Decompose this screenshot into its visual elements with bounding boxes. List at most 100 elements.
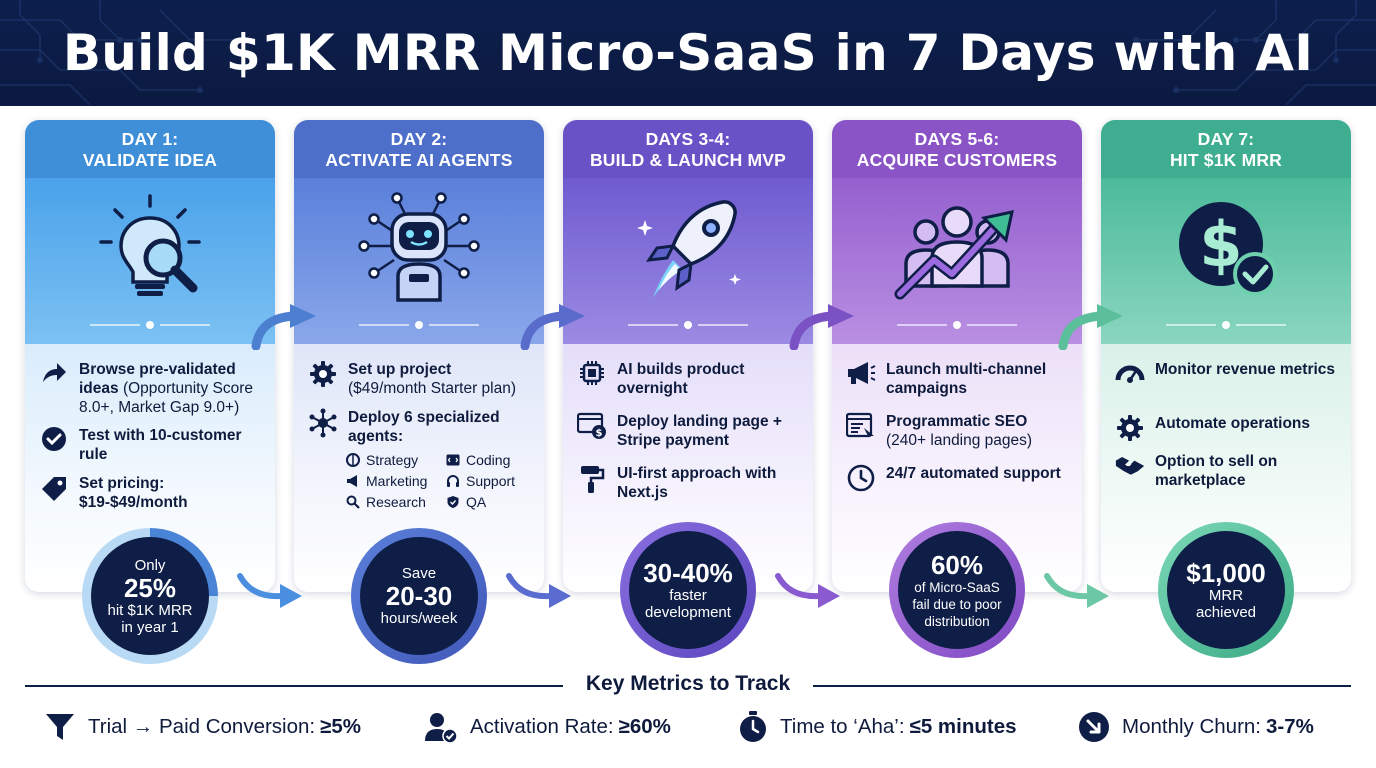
metric-value: ≤5 minutes xyxy=(909,715,1017,738)
stopwatch-icon xyxy=(740,711,766,742)
card-day-label: DAYS 5-6: xyxy=(914,129,1000,149)
metric-activation-rate: Activation Rate: ≥60% xyxy=(424,707,671,747)
badge-value: 25% xyxy=(123,572,177,603)
badge-line: hit $1K MRR xyxy=(107,601,193,619)
lightbulb-magnifier-icon xyxy=(99,194,201,296)
badge-line: faster xyxy=(669,587,707,604)
flow-arrow-icon xyxy=(251,304,316,350)
handshake-icon xyxy=(1115,452,1145,480)
user-check-icon xyxy=(425,713,458,743)
search-icon xyxy=(346,495,360,509)
card-header: DAYS 3-4: BUILD & LAUNCH MVP xyxy=(563,120,813,178)
list-item: UI-first approach with Next.js xyxy=(577,464,805,502)
divider-dot xyxy=(628,321,748,329)
metric-value: ≥5% xyxy=(320,715,361,738)
brain-icon xyxy=(346,453,360,467)
flow-arrow-icon xyxy=(506,573,571,608)
paint-roller-icon xyxy=(577,464,607,493)
metric-label: Monthly Churn: xyxy=(1122,715,1262,738)
card-step-title: ACTIVATE AI AGENTS xyxy=(325,150,513,170)
gauge-icon xyxy=(1115,360,1145,388)
flow-arrow-icon xyxy=(775,573,840,608)
card-header: DAY 7: HIT $1K MRR xyxy=(1101,120,1351,178)
item-title: Set pricing: $19-$49/month xyxy=(79,475,188,511)
item-detail: (240+ landing pages) xyxy=(886,432,1033,449)
chip-icon xyxy=(577,360,607,388)
flow-arrow-icon xyxy=(520,304,585,350)
badge-line: Save xyxy=(401,565,437,582)
metric-time-to-aha: Time to ‘Aha’: ≤5 minutes xyxy=(738,707,1017,747)
item-title: Browse pre-validated ideas xyxy=(79,361,236,397)
day-1-card: DAY 1: VALIDATE IDEA Browse pre-validate… xyxy=(25,120,275,592)
metric-value: 3-7% xyxy=(1266,715,1314,738)
flow-arrow-icon xyxy=(1058,304,1123,350)
item-title: 24/7 automated support xyxy=(886,465,1061,482)
rocket-icon xyxy=(637,200,741,298)
item-title: Launch multi-channel campaigns xyxy=(886,361,1047,397)
item-title: Monitor revenue metrics xyxy=(1155,361,1336,378)
stat-badge: $1,000 MRR achieved xyxy=(1158,522,1294,658)
item-title: Deploy 6 specialized agents: xyxy=(348,409,500,445)
card-step-title: HIT $1K MRR xyxy=(1169,150,1283,170)
megaphone-icon xyxy=(347,475,357,487)
code-icon xyxy=(446,454,460,466)
card-step-title: ACQUIRE CUSTOMERS xyxy=(856,150,1058,170)
group-growth-icon xyxy=(894,206,1014,300)
flow-arrow-icon xyxy=(237,573,302,608)
gear-icon xyxy=(1115,414,1145,442)
agent-research: Research xyxy=(346,493,446,511)
list-item: $ Deploy landing page + Stripe payment xyxy=(577,412,805,450)
list-item: Monitor revenue metrics xyxy=(1115,360,1343,388)
card-illustration xyxy=(25,178,275,344)
price-tag-icon xyxy=(39,474,69,502)
svg-text:$: $ xyxy=(596,428,603,439)
agent-coding: Coding xyxy=(446,451,536,469)
item-title: Automate operations xyxy=(1155,415,1311,432)
badge-value: $1,000 xyxy=(1186,558,1266,588)
badge-line: development xyxy=(645,604,731,621)
badge-line: hours/week xyxy=(380,610,458,627)
agent-support: Support xyxy=(446,472,536,490)
agent-strategy: Strategy xyxy=(346,451,446,469)
metric-label: Time to ‘Aha’: xyxy=(780,715,905,738)
section-divider xyxy=(25,685,563,687)
item-title: Set up project xyxy=(348,361,452,378)
seo-page-icon xyxy=(846,412,876,440)
divider-dot xyxy=(359,321,479,329)
list-item: Browse pre-validated ideas (Opportunity … xyxy=(39,360,267,417)
page-title: Build $1K MRR Micro-SaaS in 7 Days with … xyxy=(62,24,1314,82)
agent-qa: QA xyxy=(446,493,536,511)
item-title: AI builds product overnight xyxy=(617,361,745,397)
metric-label: Activation Rate: xyxy=(470,715,614,738)
stat-badge: 30-40% faster development xyxy=(620,522,756,658)
card-day-label: DAYS 3-4: xyxy=(645,129,731,149)
list-item: Programmatic SEO (240+ landing pages) xyxy=(846,412,1074,450)
network-icon xyxy=(308,408,338,438)
list-item: Option to sell on marketplace xyxy=(1115,452,1343,490)
card-step-title: BUILD & LAUNCH MVP xyxy=(589,150,787,170)
card-illustration: $ xyxy=(1101,178,1351,344)
list-item: Launch multi-channel campaigns xyxy=(846,360,1074,398)
item-detail: (Opportunity Score 8.0+, Market Gap 9.0+… xyxy=(79,380,254,416)
card-header: DAYS 5-6: ACQUIRE CUSTOMERS xyxy=(832,120,1082,178)
flow-arrow-icon xyxy=(789,304,854,350)
item-title: Deploy landing page + Stripe payment xyxy=(617,413,782,449)
header-banner: Build $1K MRR Micro-SaaS in 7 Days with … xyxy=(0,0,1376,106)
list-item: AI builds product overnight xyxy=(577,360,805,398)
item-title: Test with 10-customer rule xyxy=(79,427,242,463)
section-divider xyxy=(813,685,1351,687)
badge-line: fail due to poor xyxy=(912,596,1002,612)
item-title: Programmatic SEO xyxy=(886,413,1028,430)
metric-trial-conversion: Trial → Paid Conversion: ≥5% xyxy=(44,707,361,747)
funnel-icon xyxy=(46,714,74,740)
circuit-pattern-left xyxy=(0,0,243,106)
divider-dot xyxy=(1166,321,1286,329)
metric-label: Trial → Paid Conversion: xyxy=(88,715,316,738)
arrow-forward-icon xyxy=(39,360,69,388)
agent-list: Strategy Coding Marketing Support Resear… xyxy=(346,451,536,511)
badge-line: Only xyxy=(134,556,166,574)
shield-check-icon xyxy=(447,496,459,508)
metric-value: ≥60% xyxy=(618,715,671,738)
metrics-title: Key Metrics to Track xyxy=(585,672,791,695)
stat-badge: 60% of Micro-SaaS fail due to poor distr… xyxy=(889,522,1025,658)
